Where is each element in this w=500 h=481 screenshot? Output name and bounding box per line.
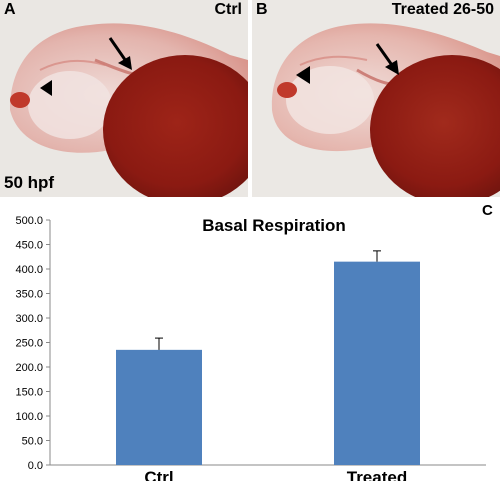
treated-embryo-image (252, 0, 500, 197)
panel-b-micrograph: B Treated 26-50 (252, 0, 500, 197)
x-category-label: Treated (347, 468, 407, 481)
y-tick-label: 350.0 (15, 289, 43, 301)
bar-series (116, 250, 420, 465)
basal-respiration-chart: Basal Respiration 0.0 50.0 100.0 150.0 200.0… (15, 215, 486, 481)
y-tick-label: 400.0 (15, 264, 43, 276)
y-tick-label: 500.0 (15, 215, 43, 227)
bar-treated (334, 261, 420, 465)
y-tick-label: 50.0 (22, 436, 43, 448)
y-tick-label: 250.0 (15, 338, 43, 350)
y-tick-label: 200.0 (15, 362, 43, 374)
y-tick-label: 300.0 (15, 313, 43, 325)
chart-axes (49, 220, 486, 466)
x-axis-categories: Ctrl Treated (144, 468, 407, 481)
chart-title: Basal Respiration (202, 216, 346, 235)
panel-letter-c: C (482, 202, 493, 219)
ctrl-embryo-image (0, 0, 248, 197)
panel-b-label: Treated 26-50 (391, 1, 494, 18)
y-tick-label: 0.0 (28, 460, 43, 472)
y-axis-ticks: 0.0 50.0 100.0 150.0 200.0 250.0 300.0 350.0 400… (15, 215, 50, 472)
bar-ctrl (116, 349, 202, 465)
y-tick-label: 100.0 (15, 411, 43, 423)
x-category-label: Ctrl (144, 468, 173, 481)
y-tick-label: 450.0 (15, 240, 43, 252)
y-tick-label: 150.0 (15, 387, 43, 399)
panel-letter-a: A (4, 1, 16, 18)
panel-letter-b: B (256, 1, 268, 18)
panel-a-micrograph: A Ctrl 50 hpf (0, 0, 248, 197)
stage-label: 50 hpf (4, 173, 55, 192)
panel-a-label: Ctrl (214, 1, 242, 18)
